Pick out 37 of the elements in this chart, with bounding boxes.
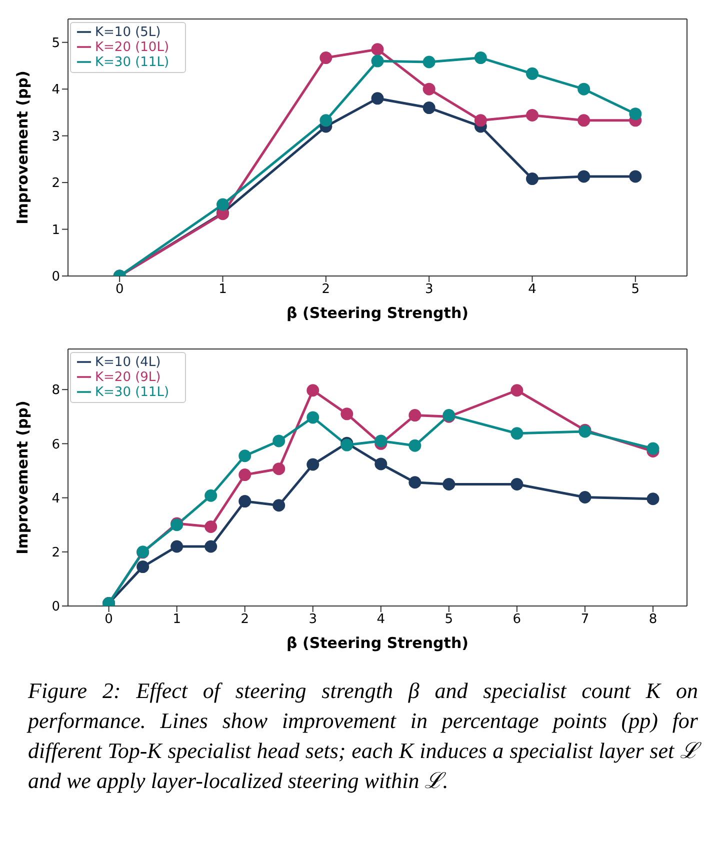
x-tick-label: 4 <box>376 612 386 628</box>
legend-label: K=20 (9L) <box>95 370 161 385</box>
legend-label: K=20 (10L) <box>95 40 170 55</box>
y-tick-label: 4 <box>52 82 60 98</box>
x-tick-label: 8 <box>648 612 658 628</box>
y-tick-label: 2 <box>52 176 60 192</box>
x-axis-title: β (Steering Strength) <box>286 634 468 652</box>
y-tick-label: 1 <box>52 222 60 238</box>
y-tick-label: 3 <box>52 129 60 144</box>
legend-label: K=30 (11L) <box>95 385 170 400</box>
x-tick-label: 0 <box>115 282 124 298</box>
y-tick-label: 0 <box>52 600 60 615</box>
y-axis-title: Improvement (pp) <box>13 400 32 554</box>
x-tick-label: 7 <box>580 612 590 628</box>
x-tick-label: 1 <box>172 612 181 628</box>
y-axis-title: Improvement (pp) <box>13 70 32 224</box>
y-tick-label: 2 <box>52 546 60 561</box>
x-tick-label: 3 <box>308 612 318 628</box>
x-tick-label: 4 <box>528 282 536 298</box>
legend-label: K=30 (11L) <box>95 55 170 70</box>
x-tick-label: 5 <box>444 612 454 628</box>
y-tick-label: 8 <box>52 383 60 398</box>
y-tick-label: 6 <box>52 437 60 452</box>
x-axis-title: β (Steering Strength) <box>286 304 468 322</box>
x-tick-label: 5 <box>631 282 640 298</box>
x-tick-label: 3 <box>424 282 434 298</box>
legend-label: K=10 (5L) <box>95 25 161 40</box>
x-tick-label: 2 <box>322 282 330 298</box>
y-tick-label: 5 <box>52 36 60 51</box>
x-tick-label: 6 <box>512 612 522 628</box>
x-tick-label: 2 <box>240 612 249 628</box>
x-tick-label: 0 <box>104 612 113 628</box>
y-tick-label: 4 <box>52 491 60 506</box>
y-tick-label: 0 <box>52 270 60 285</box>
caption: Figure 2: Effect of steering strength β and specialist count K on performance. Lines show improvement in percentage points (pp) for different Top-K specialist head sets; each K induces a specialist layer set ℒ and we apply layer-localized steering within ℒ. <box>26 677 702 795</box>
x-tick-label: 1 <box>218 282 227 298</box>
legend-label: K=10 (4L) <box>95 355 161 370</box>
